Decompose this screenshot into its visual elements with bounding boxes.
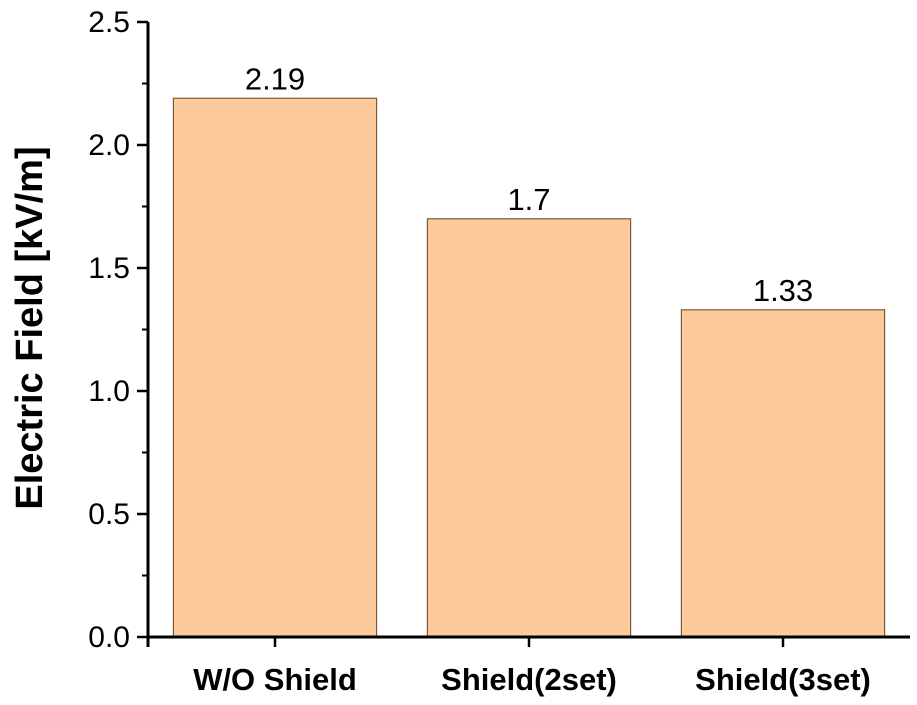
data-label-2: 1.33 (753, 273, 813, 308)
bars-group (172, 97, 886, 638)
y-tick-label-3: 1.5 (88, 252, 130, 285)
bar-1 (426, 218, 632, 638)
x-ticks-group: W/O Shield Shield(2set) Shield(3set) (193, 637, 871, 697)
y-tick-label-0: 0.0 (88, 621, 130, 654)
x-tick-label-1: Shield(2set) (441, 662, 617, 697)
y-tick-label-2: 1.0 (88, 375, 130, 408)
bar-0 (172, 97, 378, 638)
y-tick-label-1: 0.5 (88, 498, 130, 531)
x-tick-label-0: W/O Shield (193, 662, 357, 697)
y-tick-label-4: 2.0 (88, 129, 130, 162)
bar-2 (680, 309, 886, 638)
data-label-1: 1.7 (507, 182, 550, 217)
x-tick-label-2: Shield(3set) (695, 662, 871, 697)
data-labels-group: 2.19 1.7 1.33 (245, 61, 813, 308)
y-tick-label-5: 2.5 (88, 6, 130, 39)
data-label-0: 2.19 (245, 61, 305, 96)
y-ticks-group: 0.0 0.5 1.0 1.5 2.0 2.5 (88, 6, 148, 654)
y-axis-title: Electric Field [kV/m] (9, 146, 51, 509)
